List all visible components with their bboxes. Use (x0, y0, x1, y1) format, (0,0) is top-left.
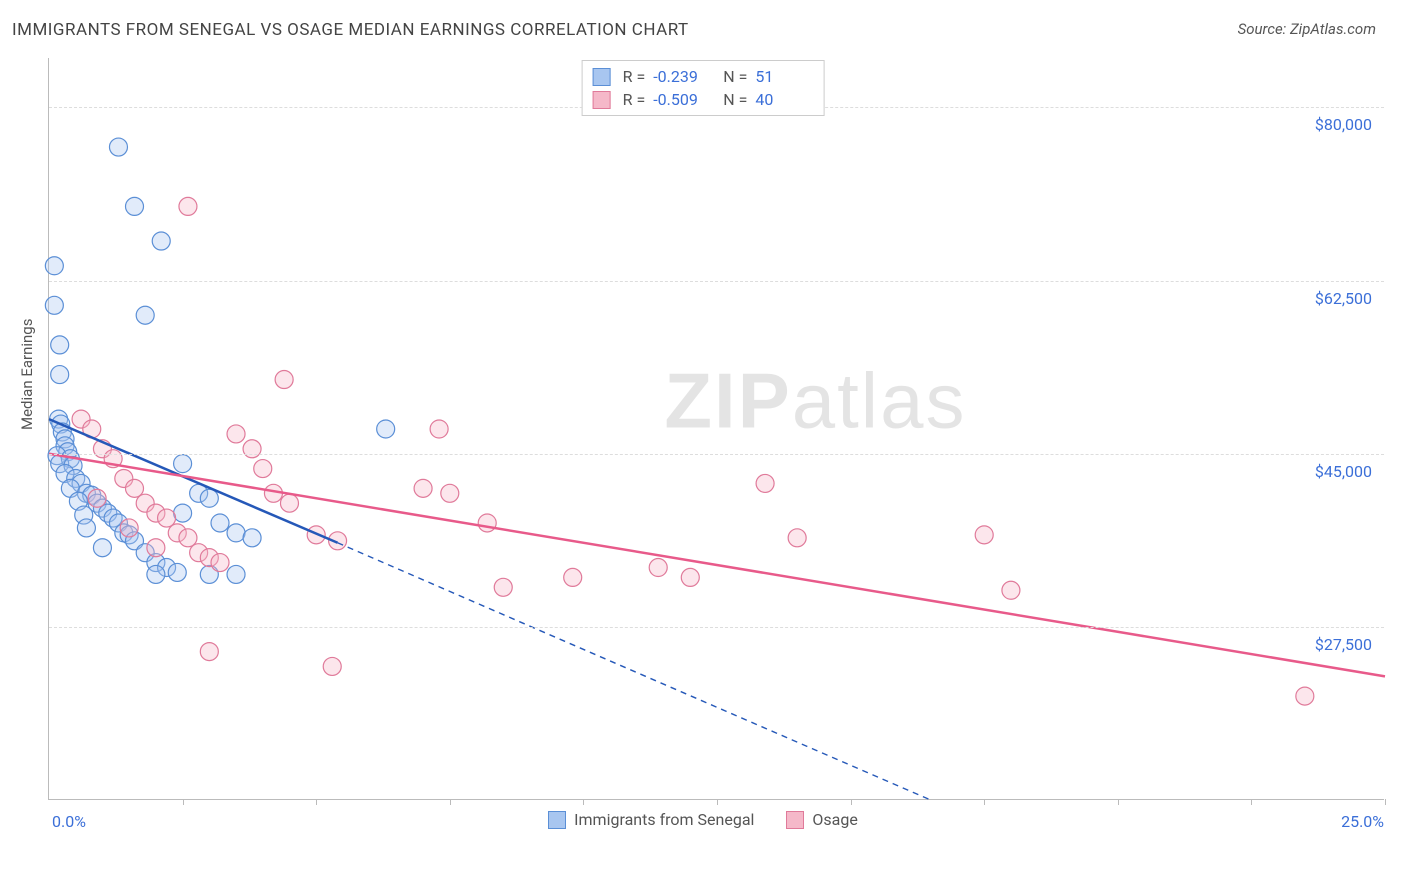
data-point (45, 296, 63, 314)
chart-header: IMMIGRANTS FROM SENEGAL VS OSAGE MEDIAN … (0, 0, 1406, 40)
data-point (1002, 581, 1020, 599)
data-point (88, 489, 106, 507)
data-point (109, 138, 127, 156)
legend-row-senegal: R = -0.239 N = 51 (593, 65, 814, 88)
data-point (414, 479, 432, 497)
data-point (147, 539, 165, 557)
legend-swatch-icon (548, 811, 566, 829)
data-point (243, 529, 261, 547)
legend-swatch-senegal (593, 68, 611, 86)
data-point (211, 554, 229, 572)
data-point (254, 460, 272, 478)
data-point (227, 565, 245, 583)
data-point (45, 257, 63, 275)
correlation-legend: R = -0.239 N = 51 R = -0.509 N = 40 (582, 60, 825, 116)
y-tick-label: $45,000 (1315, 462, 1372, 481)
data-point (430, 420, 448, 438)
y-tick-label: $80,000 (1315, 115, 1372, 134)
data-point (120, 519, 138, 537)
data-point (1296, 687, 1314, 705)
data-point (152, 232, 170, 250)
chart-plot-area: $80,000 $62,500 $45,000 $27,500 (48, 58, 1384, 800)
series-legend: Immigrants from Senegal Osage (0, 810, 1406, 833)
data-point (756, 474, 774, 492)
data-point (200, 643, 218, 661)
data-point (441, 484, 459, 502)
data-point (275, 371, 293, 389)
data-point (126, 479, 144, 497)
chart-source: Source: ZipAtlas.com (1238, 20, 1376, 38)
data-point (93, 539, 111, 557)
legend-swatch-icon (786, 811, 804, 829)
data-point (564, 568, 582, 586)
chart-title: IMMIGRANTS FROM SENEGAL VS OSAGE MEDIAN … (12, 20, 689, 40)
data-point (280, 494, 298, 512)
chart-svg (49, 58, 1384, 799)
legend-swatch-osage (593, 91, 611, 109)
data-point (179, 529, 197, 547)
data-point (200, 489, 218, 507)
data-point (211, 514, 229, 532)
y-tick-label: $27,500 (1315, 635, 1372, 654)
data-point (51, 336, 69, 354)
data-point (147, 565, 165, 583)
data-point (681, 568, 699, 586)
data-point (243, 440, 261, 458)
data-point (788, 529, 806, 547)
data-point (649, 559, 667, 577)
legend-item-senegal: Immigrants from Senegal (548, 810, 754, 829)
trend-line-extrapolation (338, 543, 931, 800)
legend-row-osage: R = -0.509 N = 40 (593, 88, 814, 111)
data-point (158, 509, 176, 527)
data-point (77, 519, 95, 537)
data-point (227, 524, 245, 542)
data-point (179, 197, 197, 215)
data-point (227, 425, 245, 443)
legend-item-osage: Osage (786, 810, 857, 829)
y-axis-label: Median Earnings (18, 319, 36, 430)
data-point (478, 514, 496, 532)
trend-line (49, 454, 1385, 677)
y-tick-label: $62,500 (1315, 289, 1372, 308)
data-point (377, 420, 395, 438)
data-point (174, 455, 192, 473)
data-point (136, 306, 154, 324)
data-point (126, 197, 144, 215)
data-point (975, 526, 993, 544)
data-point (494, 578, 512, 596)
data-point (174, 504, 192, 522)
data-point (51, 366, 69, 384)
data-point (168, 563, 186, 581)
data-point (323, 657, 341, 675)
